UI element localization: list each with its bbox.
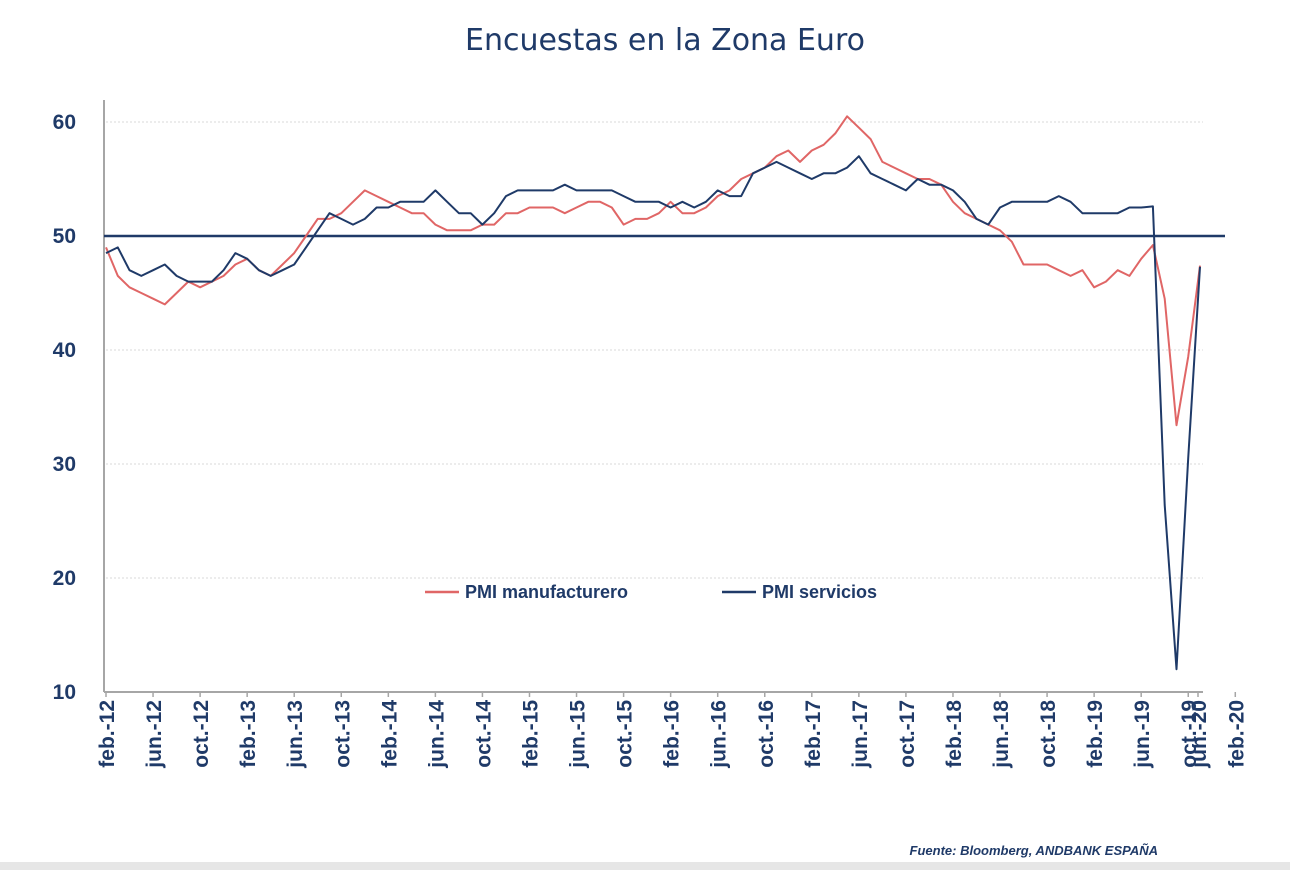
y-axis-ticks: 10 20 30 40 50 60 — [53, 111, 76, 704]
x-tick-label: oct.-12 — [190, 700, 213, 768]
legend: PMI manufacturero PMI servicios — [425, 582, 877, 602]
x-tick-label: oct.-19 — [1178, 700, 1201, 768]
x-tick-label: feb.-13 — [237, 700, 260, 768]
source-note: Fuente: Bloomberg, ANDBANK ESPAÑA — [910, 843, 1158, 858]
x-tick-label: feb.-12 — [96, 700, 119, 768]
bottom-strip — [0, 862, 1290, 870]
y-tick-label: 10 — [53, 681, 76, 704]
x-tick-label: jun.-12 — [143, 700, 166, 769]
x-tick-label: oct.-18 — [1037, 700, 1060, 768]
y-tick-label: 20 — [53, 567, 76, 590]
series-line-services — [105, 155, 1201, 671]
legend-label-manufacturing: PMI manufacturero — [465, 582, 628, 602]
x-tick-label: oct.-16 — [755, 700, 778, 768]
y-tick-label: 40 — [53, 339, 76, 362]
x-axis-ticks: feb.-12 jun.-12 oct.-12 feb.-13 jun.-13 oct.-… — [96, 692, 1248, 769]
x-tick-label: jun.-15 — [567, 700, 590, 769]
x-tick-label: feb.-17 — [802, 700, 825, 768]
x-tick-label: feb.-20 — [1225, 700, 1248, 768]
y-tick-label: 50 — [53, 225, 76, 248]
x-tick-label: jun.-14 — [425, 700, 448, 769]
x-tick-label: feb.-18 — [943, 700, 966, 768]
x-tick-label: feb.-14 — [378, 700, 401, 768]
x-tick-label: feb.-16 — [661, 700, 684, 768]
x-tick-label: oct.-14 — [472, 700, 495, 768]
x-tick-label: jun.-19 — [1131, 700, 1154, 769]
x-tick-label: feb.-15 — [520, 700, 543, 768]
x-tick-label: jun.-20 — [1188, 700, 1211, 769]
x-tick-label: jun.-13 — [284, 700, 307, 769]
x-tick-label: feb.-19 — [1084, 700, 1107, 768]
x-tick-label: jun.-18 — [990, 700, 1013, 769]
x-tick-label: oct.-13 — [331, 700, 354, 768]
legend-label-services: PMI servicios — [762, 582, 877, 602]
y-tick-label: 60 — [53, 111, 76, 134]
x-tick-label: jun.-16 — [708, 700, 731, 769]
axes — [103, 100, 1203, 693]
x-tick-label: jun.-17 — [849, 700, 872, 769]
gridlines — [106, 121, 1203, 579]
x-tick-label: oct.-17 — [896, 700, 919, 768]
x-tick-label: oct.-15 — [614, 700, 637, 768]
series-line-manufacturing — [105, 115, 1201, 427]
series-group — [105, 115, 1201, 671]
chart-title: Encuestas en la Zona Euro — [465, 23, 865, 58]
y-tick-label: 30 — [53, 453, 76, 476]
